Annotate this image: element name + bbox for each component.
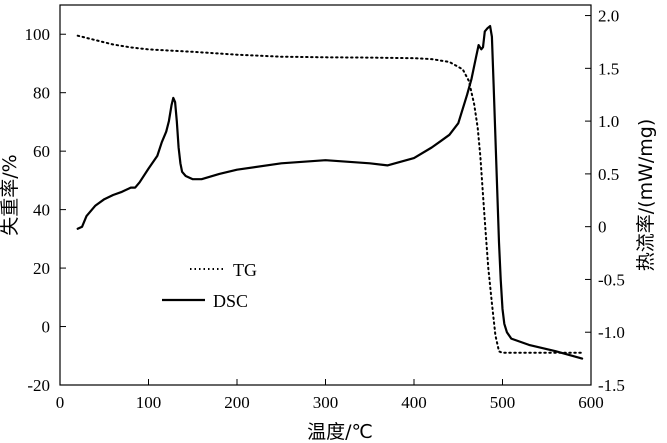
x-tick-label: 200 bbox=[224, 393, 250, 412]
plot-frame bbox=[59, 4, 592, 386]
y-right-tick-label: -1.0 bbox=[598, 323, 625, 342]
x-tick-label: 600 bbox=[578, 393, 604, 412]
x-tick-label: 300 bbox=[313, 393, 339, 412]
y-left-axis-ticks: -20 0 20 40 60 80 100 bbox=[25, 25, 66, 395]
y-right-tick-label: 2.0 bbox=[598, 7, 619, 26]
y-left-tick-label: -20 bbox=[27, 376, 50, 395]
y-right-axis-title: 热流率/(mW/mg) bbox=[635, 119, 657, 272]
x-axis-title: 温度/℃ bbox=[307, 421, 373, 443]
y-left-tick-label: 60 bbox=[33, 142, 50, 161]
x-tick-label: 500 bbox=[490, 393, 516, 412]
y-right-tick-label: 1.5 bbox=[598, 59, 619, 78]
legend-dsc-label: DSC bbox=[213, 291, 248, 311]
y-right-tick-label: 0 bbox=[598, 218, 607, 237]
x-tick-label: 100 bbox=[136, 393, 162, 412]
y-left-axis-title: 失重率/% bbox=[0, 154, 21, 235]
y-right-axis-ticks: -1.5 -1.0 -0.5 0 0.5 1.0 1.5 2.0 bbox=[585, 7, 625, 395]
y-left-tick-label: 40 bbox=[33, 201, 50, 220]
series-dsc-line bbox=[76, 25, 584, 360]
legend-tg-label: TG bbox=[233, 260, 257, 280]
y-right-tick-label: 0.5 bbox=[598, 165, 619, 184]
x-tick-label: 0 bbox=[56, 393, 65, 412]
y-right-tick-label: 1.0 bbox=[598, 112, 619, 131]
legend: TG DSC bbox=[162, 260, 257, 311]
series-tg-line bbox=[76, 34, 584, 354]
x-axis-ticks: 0 100 200 300 400 500 600 bbox=[56, 379, 604, 412]
y-left-tick-label: 100 bbox=[25, 25, 51, 44]
y-left-tick-label: 20 bbox=[33, 259, 50, 278]
x-tick-label: 400 bbox=[401, 393, 427, 412]
series-layer bbox=[76, 25, 584, 360]
y-right-tick-label: -0.5 bbox=[598, 270, 625, 289]
y-left-tick-label: 80 bbox=[33, 84, 50, 103]
y-left-tick-label: 0 bbox=[42, 318, 51, 337]
y-right-tick-label: -1.5 bbox=[598, 376, 625, 395]
